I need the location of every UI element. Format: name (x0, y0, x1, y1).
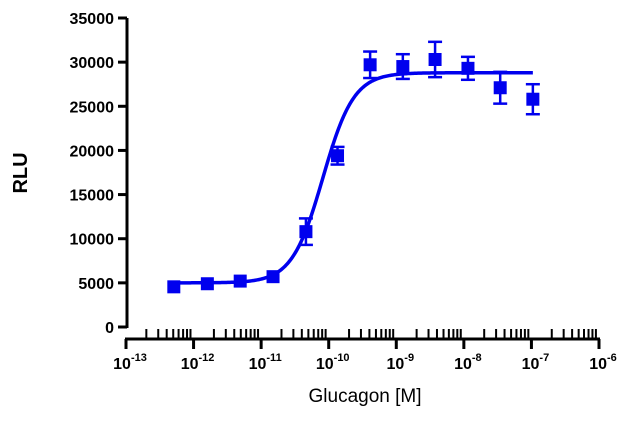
data-point (461, 61, 475, 75)
y-tick-label: 0 (105, 320, 114, 337)
y-axis-title: RLU (10, 152, 32, 193)
fit-curve-group (173, 70, 533, 285)
x-tick-label: 10-6 (589, 352, 617, 373)
data-point (526, 92, 540, 106)
y-tick-label: 10000 (70, 232, 115, 249)
y-tick-label: 30000 (70, 55, 115, 72)
data-point (493, 81, 507, 95)
x-axis-title: Glucagon [M] (309, 386, 422, 407)
x-tick-label: 10-13 (113, 352, 147, 373)
x-tick-label: 10-8 (454, 352, 482, 373)
x-tick-label: 10-11 (249, 352, 282, 373)
x-tick-label: 10-7 (522, 352, 550, 373)
data-point (167, 280, 181, 294)
y-tick-label: 35000 (70, 11, 115, 28)
data-point (428, 52, 442, 66)
y-tick-label: 15000 (70, 188, 115, 205)
y-tick-label: 25000 (70, 99, 115, 116)
y-tick-label: 5000 (78, 276, 114, 293)
x-tick-label: 10-9 (386, 352, 414, 373)
fit-curve (173, 70, 533, 285)
data-points-group (167, 40, 540, 294)
data-point (233, 274, 247, 288)
data-point (200, 277, 214, 291)
x-tick-label: 10-10 (316, 352, 350, 373)
data-point (299, 225, 313, 239)
y-tick-label: 20000 (70, 143, 115, 160)
data-point (396, 60, 410, 74)
data-point (331, 149, 345, 163)
data-point (266, 270, 280, 284)
axes: 0 5000 10000 15000 20000 25000 30000 35000 10-13… (70, 11, 617, 373)
x-tick-label: 10-12 (181, 352, 215, 373)
data-point (363, 58, 377, 72)
